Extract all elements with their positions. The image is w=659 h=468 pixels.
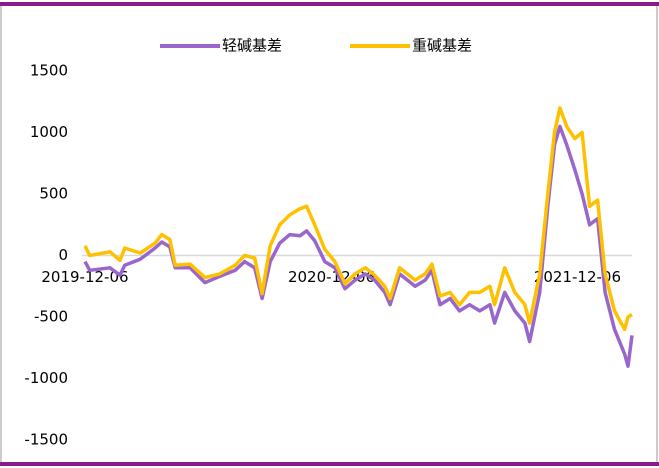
y-tick-label: 1500 (30, 62, 68, 80)
y-tick-label: 0 (58, 246, 68, 264)
frame (0, 3, 658, 465)
series-line (83, 124, 634, 368)
y-tick-label: -1500 (24, 431, 68, 449)
y-tick-label: -1000 (24, 369, 68, 387)
x-tick-label: 2021-12-06 (534, 268, 621, 286)
y-tick-label: -500 (34, 308, 68, 326)
series-line (83, 106, 633, 332)
y-tick-label: 500 (39, 185, 68, 203)
legend-label: 重碱基差 (412, 37, 472, 55)
legend-label: 轻碱基差 (222, 37, 282, 55)
x-tick-label: 2019-12-06 (41, 268, 128, 286)
y-tick-label: 1000 (30, 123, 68, 141)
